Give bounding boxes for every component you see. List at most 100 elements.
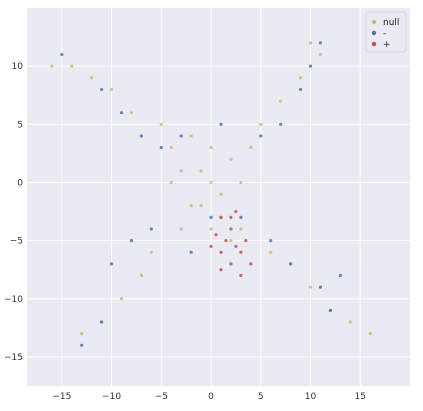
data-point-null <box>50 64 54 68</box>
data-point-minus <box>239 215 243 219</box>
data-point-plus <box>224 239 228 243</box>
data-point-plus <box>214 233 218 237</box>
data-point-plus <box>234 209 238 214</box>
data-point-null <box>199 204 203 208</box>
data-point-minus <box>318 41 323 45</box>
data-point-null <box>169 145 173 150</box>
grid-lines <box>27 8 410 386</box>
data-point-null <box>209 145 213 150</box>
x-tick-label: −10 <box>102 392 121 402</box>
data-point-null <box>209 227 213 231</box>
data-point-null <box>119 297 124 301</box>
data-point-null <box>209 180 213 185</box>
data-point-minus <box>289 262 293 266</box>
data-point-null <box>189 204 193 208</box>
data-point-minus <box>269 239 273 243</box>
data-point-null <box>239 227 243 231</box>
data-point-plus <box>239 250 243 254</box>
legend-label: + <box>383 40 391 50</box>
data-point-minus <box>109 262 114 266</box>
data-point-null <box>199 169 203 173</box>
data-point-null <box>308 41 313 45</box>
data-point-minus <box>60 52 64 57</box>
data-point-null <box>348 320 352 324</box>
data-point-null <box>229 157 233 161</box>
data-point-plus <box>229 215 233 219</box>
data-point-null <box>80 332 84 336</box>
data-point-null <box>249 145 253 150</box>
data-point-null <box>298 76 303 80</box>
data-point-null <box>239 180 243 185</box>
x-tick-label: 0 <box>208 392 214 402</box>
data-point-minus <box>298 87 303 92</box>
data-point-null <box>179 169 183 173</box>
data-point-plus <box>234 244 238 249</box>
legend: null-+ <box>365 11 407 53</box>
data-point-null <box>368 332 372 336</box>
data-point-minus <box>318 285 323 289</box>
data-point-plus <box>244 239 248 243</box>
y-tick-label: −10 <box>4 295 23 305</box>
y-tick-label: 0 <box>17 178 23 188</box>
data-point-null <box>308 285 313 289</box>
data-point-null <box>169 180 173 185</box>
data-point-null <box>279 99 283 103</box>
legend-marker <box>371 19 377 25</box>
data-point-minus <box>100 320 104 324</box>
data-point-minus <box>80 343 84 347</box>
data-point-null <box>129 111 134 115</box>
data-point-minus <box>189 250 193 254</box>
data-point-minus <box>259 134 263 138</box>
data-point-minus <box>119 111 124 115</box>
data-point-null <box>318 52 323 57</box>
data-point-null <box>269 250 273 254</box>
data-point-plus <box>209 244 213 249</box>
x-tick-label: −15 <box>52 392 71 402</box>
data-point-minus <box>179 134 183 138</box>
y-tick-label: −5 <box>10 237 23 247</box>
x-tick-label: −5 <box>155 392 168 402</box>
x-axis-ticks: −15 −10 −5 0 5 10 15 <box>52 392 366 402</box>
data-point-null <box>219 192 223 196</box>
x-tick-label: 5 <box>258 392 264 402</box>
data-point-plus <box>219 268 223 272</box>
data-point-minus <box>328 308 333 312</box>
legend-label: - <box>383 29 386 39</box>
y-axis-ticks: −15 −10 −5 0 5 10 <box>4 62 23 363</box>
data-point-null <box>90 76 94 80</box>
legend-marker <box>371 30 377 36</box>
y-tick-label: 10 <box>12 62 24 72</box>
x-tick-label: 15 <box>355 392 366 402</box>
data-point-null <box>109 87 114 92</box>
data-point-null <box>229 239 233 243</box>
data-points <box>50 41 372 347</box>
y-tick-label: −15 <box>4 353 23 363</box>
data-point-null <box>149 250 153 254</box>
data-point-plus <box>239 273 243 278</box>
data-point-minus <box>308 64 313 68</box>
data-point-null <box>70 64 74 68</box>
data-point-minus <box>100 87 104 92</box>
data-point-plus <box>229 227 233 231</box>
data-point-minus <box>209 215 213 219</box>
data-point-null <box>159 122 163 126</box>
data-point-plus <box>219 215 223 219</box>
x-tick-label: 10 <box>305 392 317 402</box>
data-point-minus <box>279 122 283 126</box>
plot-background <box>27 8 410 386</box>
data-point-null <box>259 122 263 126</box>
legend-label: null <box>383 18 399 28</box>
data-point-plus <box>229 262 233 266</box>
data-point-minus <box>219 122 223 126</box>
data-point-minus <box>149 227 153 231</box>
y-tick-label: 5 <box>17 120 23 130</box>
data-point-minus <box>129 239 134 243</box>
data-point-minus <box>338 273 342 278</box>
data-point-plus <box>249 262 253 266</box>
legend-marker <box>371 41 377 47</box>
data-point-null <box>189 134 193 138</box>
data-point-null <box>179 227 183 231</box>
data-point-null <box>139 273 144 278</box>
data-point-minus <box>159 145 163 150</box>
